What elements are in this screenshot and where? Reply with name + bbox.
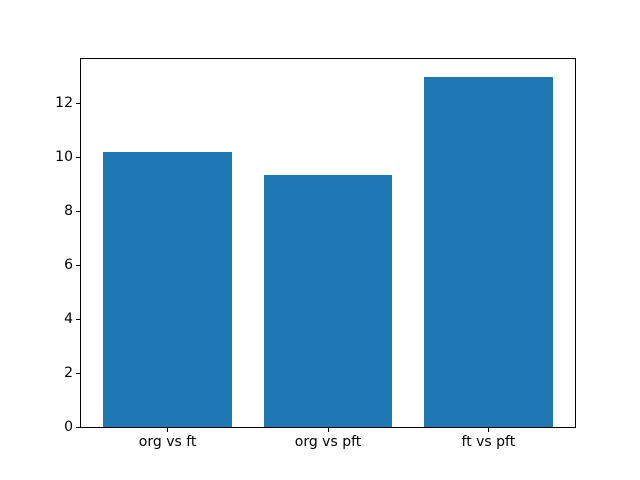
bar-org-vs-pft: [263, 174, 393, 427]
x-tick-label: org vs ft: [138, 434, 197, 450]
bar-ft-vs-pft: [424, 76, 553, 427]
y-tick-label: 0: [64, 419, 73, 435]
y-tick-mark: [76, 102, 80, 104]
y-tick-label: 8: [64, 203, 73, 220]
y-tick-mark: [76, 372, 80, 374]
y-tick-mark: [76, 210, 80, 212]
y-tick-label: 10: [55, 149, 73, 166]
x-tick-label: org vs pft: [294, 434, 362, 450]
y-tick-mark: [76, 264, 80, 266]
x-tick-mark: [327, 428, 329, 432]
y-tick-mark: [76, 426, 80, 428]
y-tick-label: 2: [64, 365, 73, 382]
x-tick-mark: [167, 428, 169, 432]
y-tick-label: 12: [55, 95, 73, 112]
y-tick-mark: [76, 156, 80, 158]
bar-org-vs-ft: [103, 152, 232, 427]
plot-area: 0 2 4 6 8 10 12 org vs ft org vs pft ft vs pft: [55, 58, 576, 450]
y-tick-mark: [76, 318, 80, 320]
y-tick-label: 6: [64, 257, 73, 274]
x-tick-mark: [487, 428, 489, 432]
x-tick-label: ft vs pft: [461, 434, 516, 450]
y-tick-label: 4: [64, 311, 73, 328]
